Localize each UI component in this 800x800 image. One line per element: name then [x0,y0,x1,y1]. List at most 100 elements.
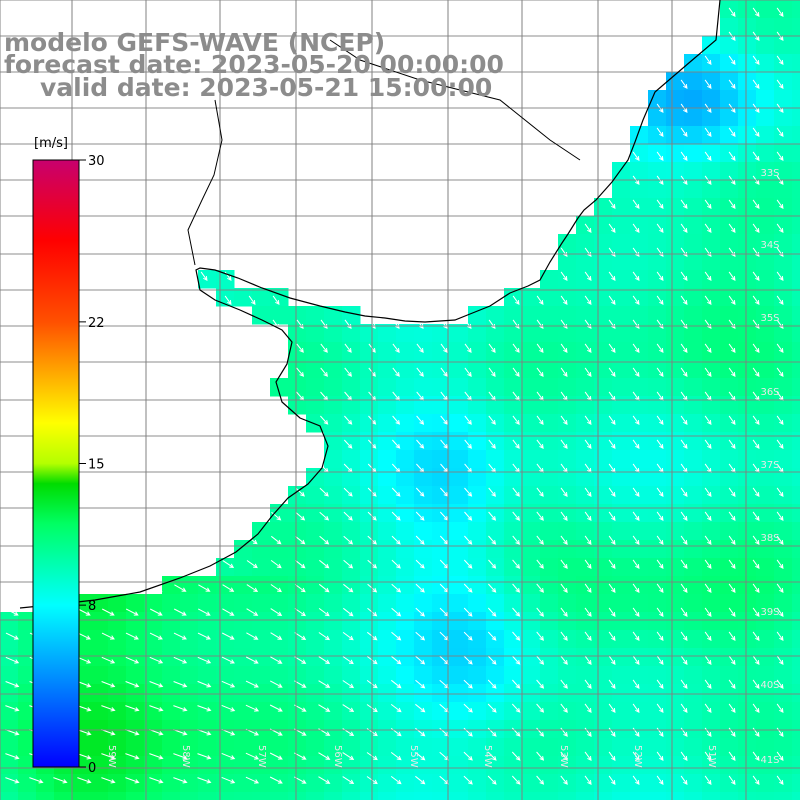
wind-arrow [728,439,736,449]
wind-arrow [536,655,545,665]
wind-cell [792,378,800,397]
wind-arrow [318,583,330,593]
wind-cell [666,162,685,181]
wind-arrow [488,415,496,425]
wind-cell [756,126,775,145]
wind-cell [468,432,487,451]
wind-cell [306,342,325,361]
wind-cell [738,432,757,451]
wind-cell [324,666,343,685]
wind-arrow [344,415,353,425]
wind-cell [612,414,631,433]
wind-cell [594,792,613,800]
wind-arrow [512,415,520,425]
wind-arrow [488,559,497,569]
wind-cell [720,540,739,559]
wind-cell [630,792,649,800]
wind-cell [648,720,667,739]
wind-cell [720,612,739,631]
wind-arrow [77,681,92,688]
wind-cell [396,594,415,613]
wind-cell [612,774,631,793]
wind-arrow [776,511,784,521]
wind-arrow [752,487,760,497]
wind-arrow [342,776,355,784]
wind-arrow [656,151,664,161]
wind-cell [774,576,793,595]
wind-cell [756,90,775,109]
wind-arrow [536,727,545,737]
wind-cell [594,288,613,307]
wind-cell [630,144,649,163]
wind-cell [666,702,685,721]
wind-cell [720,414,739,433]
wind-cell [432,486,451,505]
wind-cell [540,486,559,505]
wind-arrow [391,487,401,497]
wind-cell [360,468,379,487]
wind-cell [216,558,235,577]
wind-cell [504,450,523,469]
wind-cell [720,126,739,145]
wind-cell [180,630,199,649]
wind-cell [738,270,757,289]
wind-cell [540,270,559,289]
wind-cell [90,630,109,649]
wind-arrow [391,559,401,569]
wind-cell [612,342,631,361]
wind-arrow [728,703,736,713]
wind-cell [288,648,307,667]
wind-cell [162,612,181,631]
wind-arrow [728,343,736,353]
wind-cell [792,288,800,307]
wind-cell [90,720,109,739]
wind-cell [720,756,739,775]
wind-arrow [101,777,116,784]
wind-cell [324,558,343,577]
wind-cell [270,594,289,613]
wind-cell [414,378,433,397]
wind-arrow [173,608,187,616]
wind-arrow [680,511,688,521]
wind-cell [270,684,289,703]
wind-cell [450,684,469,703]
wind-arrow [342,607,354,617]
wind-arrow [416,415,425,425]
wind-cell [468,414,487,433]
wind-cell [756,306,775,325]
wind-cell [792,594,800,613]
wind-cell [774,144,793,163]
wind-arrow [704,487,712,497]
wind-cell [72,774,91,793]
wind-cell [342,396,361,415]
wind-cell [756,558,775,577]
wind-arrow [680,271,688,281]
wind-cell [432,774,451,793]
wind-arrow [125,656,140,664]
wind-arrow [776,631,784,641]
wind-arrow [391,511,401,521]
wind-cell [396,612,415,631]
wind-cell [342,576,361,595]
wind-arrow [560,751,568,761]
wind-cell [306,306,325,325]
wind-cell [378,720,397,739]
wind-arrow [512,439,520,449]
lon-label: 56W [332,745,343,768]
wind-cell [612,288,631,307]
wind-arrow [536,487,544,497]
wind-cell [666,180,685,199]
wind-cell [216,594,235,613]
wind-cell [720,684,739,703]
wind-arrow [584,415,592,425]
wind-cell [576,702,595,721]
wind-cell [540,594,559,613]
wind-cell [594,252,613,271]
wind-cell [0,738,19,757]
wind-arrow [270,535,282,545]
wind-arrow [752,511,760,521]
wind-cell [306,396,325,415]
wind-arrow [656,703,664,713]
wind-cell [288,756,307,775]
wind-cell [216,756,235,775]
